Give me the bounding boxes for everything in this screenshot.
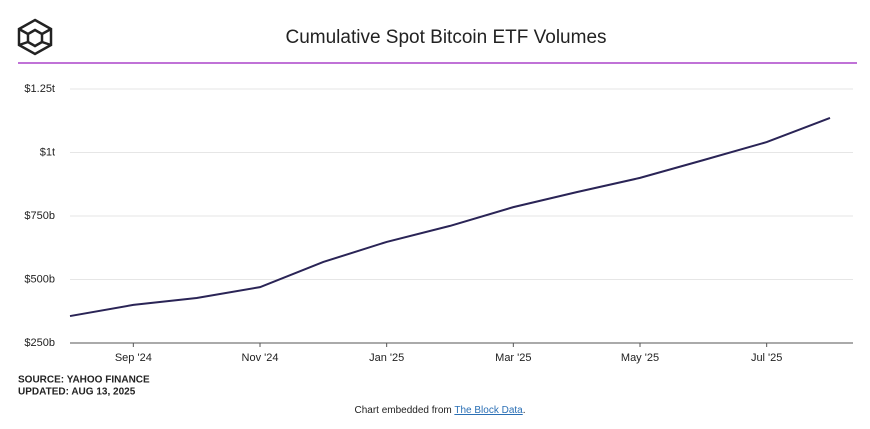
y-tick-label: $500b [24, 273, 55, 285]
logo [17, 18, 53, 56]
x-tick-label: Jul '25 [751, 352, 782, 364]
y-tick-label: $1.25t [24, 83, 55, 95]
data-line [69, 117, 831, 318]
x-tick-label: Jan '25 [369, 352, 404, 364]
chart-title: Cumulative Spot Bitcoin ETF Volumes [285, 27, 606, 48]
source: SOURCE: YAHOO FINANCE [18, 375, 150, 386]
embed-text: Chart embedded from [354, 405, 451, 416]
y-tick-label: $750b [24, 210, 55, 222]
x-tick-label: May '25 [621, 352, 659, 364]
y-tick-label: $250b [24, 337, 55, 349]
updated: UPDATED: AUG 13, 2025 [18, 387, 136, 398]
embed-link[interactable]: The Block Data [454, 405, 523, 416]
y-tick-label: $1t [40, 146, 55, 158]
embed-note: Chart embedded from The Block Data. [354, 405, 525, 416]
x-tick-label: Sep '24 [115, 352, 152, 364]
x-tick-label: Nov '24 [242, 352, 279, 364]
embed-end: . [523, 405, 526, 416]
x-tick-label: Mar '25 [495, 352, 531, 364]
